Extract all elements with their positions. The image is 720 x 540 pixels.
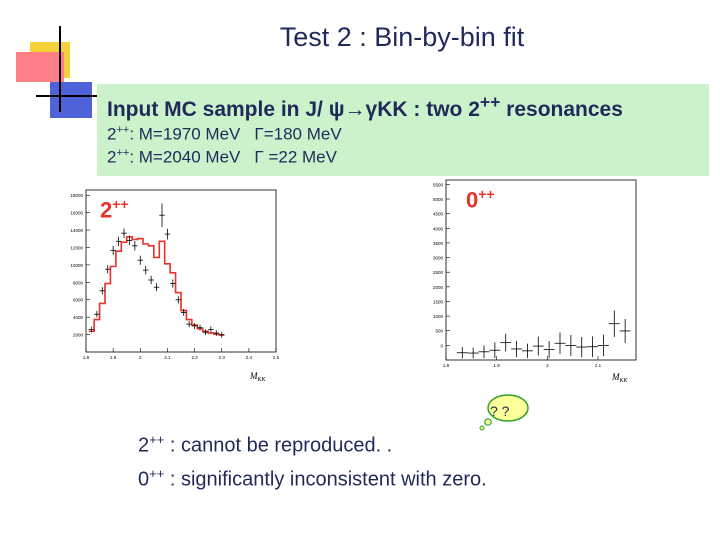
concl2-sup: ++ bbox=[149, 465, 165, 481]
header-sup: ++ bbox=[479, 92, 501, 112]
res1-width: Γ=180 MeV bbox=[254, 124, 342, 144]
pink-square bbox=[16, 52, 64, 82]
thought-bubble bbox=[479, 394, 529, 431]
conclusions: 2++ : cannot be reproduced. . 0++ : sign… bbox=[138, 426, 487, 493]
y-tick-label: 8000 bbox=[73, 280, 84, 285]
y-tick-label: 16000 bbox=[70, 211, 83, 216]
y-tick-label: 0 bbox=[440, 343, 443, 348]
x-axis-label-right-main: M bbox=[611, 372, 620, 382]
plot-0pp: 0 500 1000 1500 2000 2500 3000 3500 4000 4500 5000… bbox=[433, 179, 637, 384]
res2-width: Γ =22 MeV bbox=[254, 147, 337, 167]
slide-title: Test 2 : Bin-by-bin fit bbox=[279, 22, 525, 52]
blue-square bbox=[50, 82, 92, 118]
x-tick-label: 2.3 bbox=[219, 355, 226, 360]
x-axis-label-right-sub: KK bbox=[619, 378, 629, 384]
x-tick-label: 1.9 bbox=[494, 363, 501, 368]
x-tick-label: 2.4 bbox=[246, 355, 253, 360]
header-psi: ψ bbox=[328, 98, 345, 121]
label-0pp-num: 0 bbox=[466, 187, 479, 213]
y-tick-label: 4500 bbox=[433, 212, 444, 217]
res2-jpc: 2 bbox=[107, 147, 117, 167]
res2-mass: : M=2040 MeV bbox=[129, 147, 241, 167]
y-tick-label: 18000 bbox=[70, 193, 83, 198]
y-tick-label: 2500 bbox=[433, 270, 444, 275]
x-tick-label: 1.8 bbox=[83, 355, 90, 360]
x-tick-label: 2.1 bbox=[595, 363, 602, 368]
x-tick-label: 2 bbox=[546, 363, 549, 368]
x-tick-label: 1.8 bbox=[443, 363, 450, 368]
conclusion-0pp: 0++ : significantly inconsistent with ze… bbox=[138, 460, 487, 494]
y-tick-label: 4000 bbox=[73, 315, 84, 320]
label-0pp-sup: ++ bbox=[478, 186, 495, 202]
res1-jpc: 2 bbox=[107, 124, 117, 144]
concl1-sup: ++ bbox=[149, 432, 165, 447]
panel-header: Input MC sample in J/ ψ→γKK : two 2++ re… bbox=[107, 92, 623, 122]
conclusion-2pp: 2++ : cannot be reproduced. . bbox=[138, 426, 487, 460]
plot-2pp: 2000 4000 6000 8000 10000 12000 14000 16000 1800… bbox=[70, 189, 280, 383]
x-axis-label-right: MKK bbox=[611, 372, 629, 384]
concl1-jpc: 2 bbox=[138, 434, 150, 457]
y-tick-label: 4000 bbox=[433, 226, 444, 231]
label-2pp: 2++ bbox=[100, 196, 129, 223]
concl2-text: : significantly inconsistent with zero. bbox=[164, 468, 487, 491]
y-tick-label: 5500 bbox=[433, 182, 444, 187]
label-2pp-sup: ++ bbox=[112, 196, 129, 212]
res1-mass: : M=1970 MeV bbox=[129, 124, 241, 144]
x-tick-label: 1.9 bbox=[110, 355, 117, 360]
model-histogram bbox=[88, 236, 225, 336]
y-tick-label: 6000 bbox=[73, 298, 84, 303]
plot-frame bbox=[85, 189, 277, 353]
concl1-text: : cannot be reproduced. . bbox=[164, 434, 393, 457]
x-axis-label-left: MKK bbox=[249, 371, 267, 383]
x-axis-label-left-main: M bbox=[249, 371, 258, 381]
y-tick-label: 1000 bbox=[433, 314, 444, 319]
label-2pp-num: 2 bbox=[100, 197, 113, 223]
y-tick-label: 1500 bbox=[433, 299, 444, 304]
y-tick-label: 3000 bbox=[433, 256, 444, 261]
res1-sup: ++ bbox=[116, 124, 130, 136]
y-tick-label: 14000 bbox=[70, 228, 83, 233]
input-panel: Input MC sample in J/ ψ→γKK : two 2++ re… bbox=[97, 84, 709, 176]
y-tick-label: 10000 bbox=[70, 263, 83, 268]
x-tick-label: 2.5 bbox=[273, 355, 280, 360]
plot-frame bbox=[445, 179, 637, 361]
bubble-text: ? ? bbox=[490, 403, 510, 419]
y-tick-label: 12000 bbox=[70, 245, 83, 250]
y-tick-label: 5000 bbox=[433, 197, 444, 202]
header-arrow: → bbox=[344, 98, 366, 121]
concl2-jpc: 0 bbox=[138, 468, 150, 491]
y-tick-label: 3500 bbox=[433, 241, 444, 246]
x-axis-label-left-sub: KK bbox=[257, 377, 267, 383]
res2-sup: ++ bbox=[116, 147, 130, 159]
corner-decoration bbox=[16, 26, 104, 118]
resonance-line-1: 2++: M=1970 MeV Γ=180 MeV bbox=[107, 124, 342, 145]
header-suffix: KK : two 2 bbox=[377, 98, 480, 121]
x-tick-label: 2.1 bbox=[164, 355, 171, 360]
y-tick-label: 2000 bbox=[73, 333, 84, 338]
y-tick-label: 2000 bbox=[433, 285, 444, 290]
resonance-line-2: 2++: M=2040 MeV Γ =22 MeV bbox=[107, 147, 337, 168]
header-end: resonances bbox=[500, 98, 623, 121]
header-gamma: γ bbox=[365, 98, 378, 121]
x-tick-label: 2 bbox=[139, 355, 142, 360]
label-0pp: 0++ bbox=[466, 186, 495, 213]
x-tick-label: 2.2 bbox=[191, 355, 198, 360]
header-prefix: Input MC sample in J/ bbox=[107, 98, 329, 121]
y-tick-label: 500 bbox=[435, 329, 443, 334]
